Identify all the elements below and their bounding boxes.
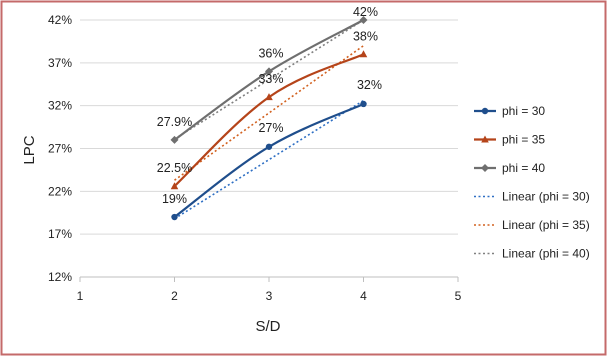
- x-tick-label: 2: [171, 289, 178, 303]
- trendlines: [174, 19, 364, 220]
- data-label: 27%: [258, 121, 283, 135]
- data-label: 33%: [258, 72, 283, 86]
- data-label: 19%: [162, 192, 187, 206]
- y-tick-label: 37%: [48, 56, 72, 70]
- data-label: 38%: [353, 29, 378, 43]
- data-point: [170, 135, 179, 144]
- data-point: [481, 107, 489, 115]
- x-tick-label: 4: [360, 289, 367, 303]
- y-tick-label: 32%: [48, 99, 72, 113]
- y-tick-label: 22%: [48, 184, 72, 198]
- legend-entry: Linear (phi = 40): [502, 247, 590, 261]
- legend-box: [466, 90, 604, 280]
- y-tick-label: 27%: [48, 142, 72, 156]
- x-tick-label: 5: [455, 289, 462, 303]
- data-point: [481, 164, 489, 172]
- trendline: [174, 19, 364, 140]
- legend-entry: phi = 30: [502, 104, 545, 118]
- axes: 12% 17% 22% 27% 32% 37% 42% 1 2 3 4 5: [48, 13, 462, 303]
- legend: phi = 30 phi = 35 phi = 40 Linear (phi = 30…: [474, 104, 590, 261]
- data-point: [359, 50, 368, 58]
- data-label: 22.5%: [157, 161, 192, 175]
- data-point: [265, 67, 273, 76]
- x-tick-label: 3: [266, 289, 273, 303]
- data-point: [359, 16, 368, 24]
- data-point: [265, 93, 273, 101]
- y-axis-title: LPC: [21, 135, 38, 164]
- legend-entry: Linear (phi = 35): [502, 218, 590, 232]
- data-label: 27.9%: [157, 115, 192, 129]
- x-tick-label: 1: [77, 289, 84, 303]
- data-point: [265, 143, 273, 150]
- data-point: [481, 135, 489, 143]
- data-label: 32%: [357, 78, 382, 92]
- y-tick-label: 17%: [48, 227, 72, 241]
- y-tick-label: 12%: [48, 270, 72, 284]
- legend-entry: Linear (phi = 30): [502, 190, 590, 204]
- data-label: 36%: [258, 46, 283, 60]
- data-point: [360, 100, 367, 108]
- data-label: 42%: [353, 5, 378, 19]
- legend-entry: phi = 35: [502, 133, 545, 147]
- data-point: [171, 213, 178, 221]
- series: [170, 16, 368, 221]
- y-tick-label: 42%: [48, 13, 72, 27]
- data-labels: 19% 27% 32% 22.5% 33% 38% 27.9% 36% 42%: [157, 5, 382, 206]
- data-point: [170, 182, 179, 190]
- legend-entry: phi = 40: [502, 161, 545, 175]
- x-axis-title: S/D: [255, 318, 280, 335]
- trendline: [174, 99, 364, 220]
